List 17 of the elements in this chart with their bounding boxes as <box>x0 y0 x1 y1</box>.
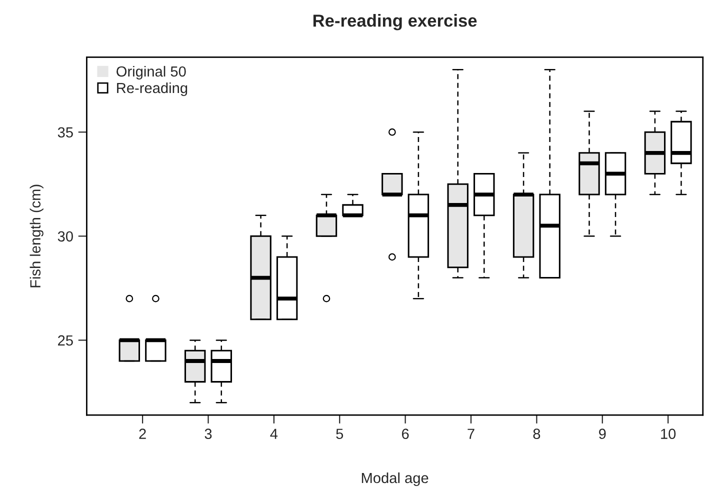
x-tick-label: 2 <box>139 428 146 439</box>
x-axis-title: Modal age <box>362 472 428 486</box>
x-tick-label: 3 <box>204 428 212 440</box>
x-tick-label: 8 <box>533 428 540 440</box>
x-tick-label: 10 <box>661 428 676 440</box>
chart-title: Re-reading exercise <box>313 14 477 30</box>
x-tick-label: 6 <box>402 428 409 440</box>
x-tick-label: 4 <box>270 428 278 439</box>
y-tick-label: 25 <box>58 335 73 346</box>
y-tick-label: 35 <box>58 127 73 138</box>
x-tick-label: 7 <box>468 428 474 439</box>
x-tick-label: 5 <box>336 428 344 440</box>
legend-label: Original 50 <box>116 66 186 80</box>
x-tick-label: 9 <box>599 428 606 440</box>
y-tick-label: 30 <box>58 231 73 242</box>
y-axis-title: Fish length (cm) <box>30 184 44 288</box>
legend-label: Re-reading <box>117 82 188 96</box>
